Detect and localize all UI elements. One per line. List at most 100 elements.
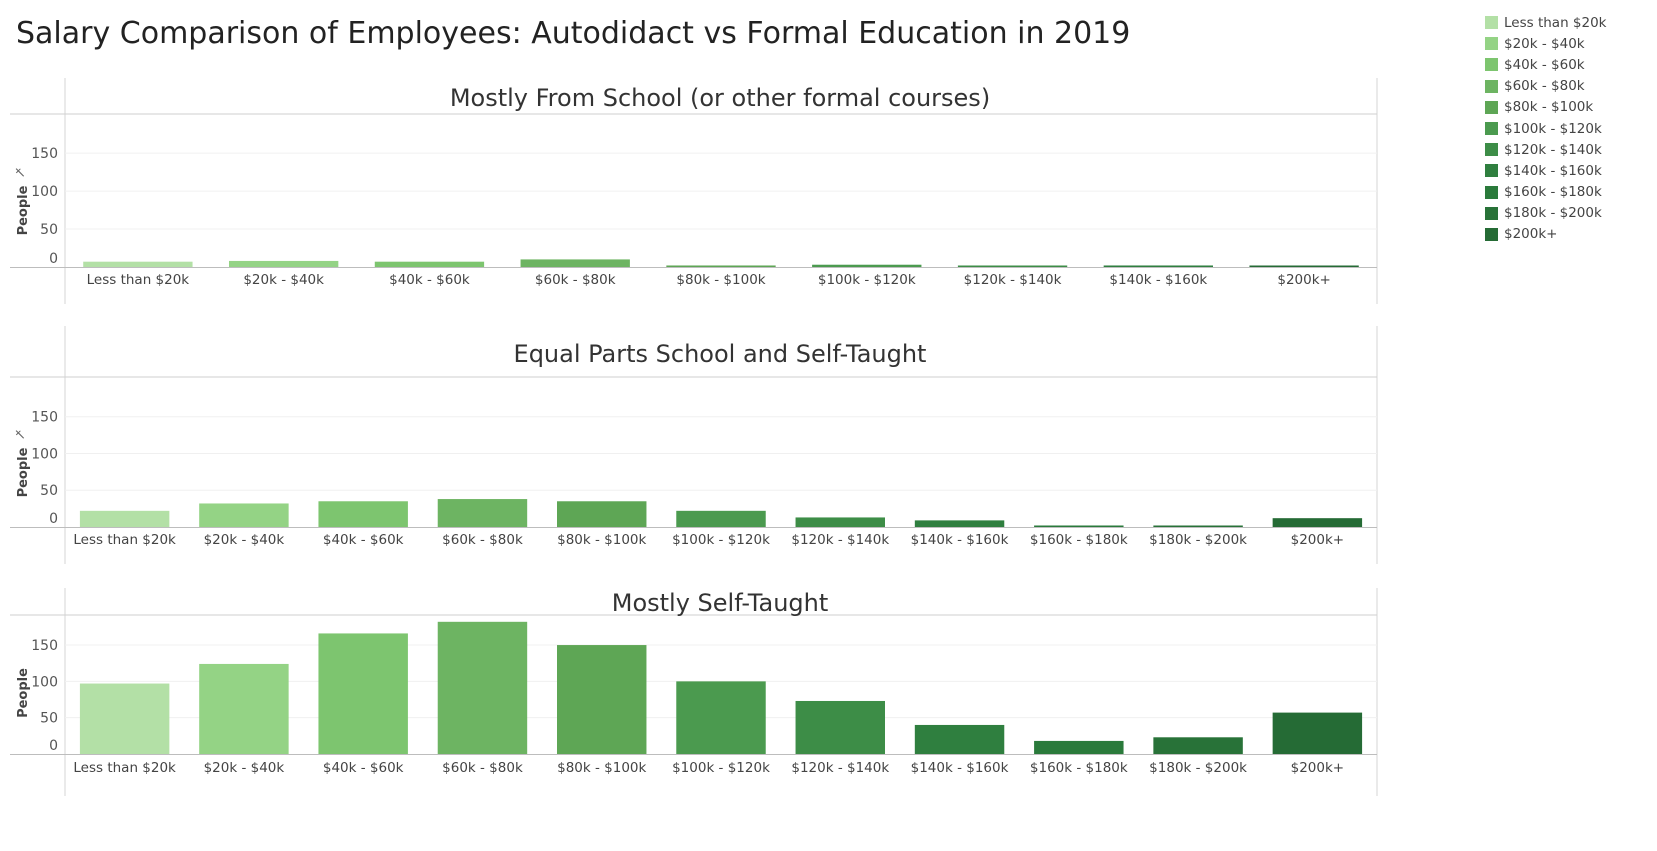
bar[interactable] [79,510,170,527]
legend-swatch [1485,79,1498,93]
y-tick-label: 0 [49,511,58,527]
legend-item[interactable]: $140k - $160k [1485,160,1607,181]
x-tick-label: $120k - $140k [964,272,1062,288]
bar[interactable] [437,499,528,527]
bar[interactable] [812,264,922,267]
legend-swatch [1485,58,1498,72]
legend-label: $40k - $60k [1504,56,1585,73]
x-tick-label: $20k - $40k [243,272,324,288]
pin-icon[interactable]: † [13,427,29,443]
chart-title: Salary Comparison of Employees: Autodida… [16,16,1131,51]
bar[interactable] [437,621,528,754]
legend-swatch [1485,16,1498,30]
legend-label: $160k - $180k [1504,184,1602,201]
legend-swatch [1485,164,1498,178]
x-tick-label: $60k - $80k [442,760,523,776]
panel-mostly-from-school: Mostly From School (or other formal cour… [10,78,1378,304]
bar[interactable] [795,700,885,754]
bar[interactable] [1153,525,1243,528]
bar[interactable] [676,510,766,527]
legend-swatch [1485,37,1498,51]
x-tick-label: $120k - $140k [791,532,889,548]
bar[interactable] [83,261,193,267]
bar[interactable] [229,260,339,267]
y-tick-label: 150 [31,410,58,426]
legend-item[interactable]: $120k - $140k [1485,139,1607,160]
bar[interactable] [520,259,630,267]
x-tick-label: $40k - $60k [389,272,470,288]
legend-label: $120k - $140k [1504,141,1602,158]
panel-title: Mostly From School (or other formal cour… [450,84,990,112]
bar[interactable] [1153,737,1243,754]
x-tick-label: Less than $20k [73,532,176,548]
bar[interactable] [1034,740,1124,754]
legend-item[interactable]: $180k - $200k [1485,203,1607,224]
legend-item[interactable]: Less than $20k [1485,12,1607,33]
legend-item[interactable]: $60k - $80k [1485,76,1607,97]
bar[interactable] [676,681,766,754]
legend-swatch [1485,122,1498,136]
x-tick-label: $20k - $40k [204,760,285,776]
bar[interactable] [914,724,1005,754]
bar[interactable] [557,501,647,527]
legend-swatch [1485,206,1498,220]
legend: Less than $20k $20k - $40k $40k - $60k $60k… [1485,12,1607,245]
legend-item[interactable]: $160k - $180k [1485,182,1607,203]
legend-label: $80k - $100k [1504,99,1594,116]
y-tick-label: 150 [31,146,58,162]
bar[interactable] [914,520,1005,527]
legend-swatch [1485,100,1498,114]
bar[interactable] [79,683,170,754]
legend-item[interactable]: $40k - $60k [1485,54,1607,75]
x-tick-label: $80k - $100k [557,760,646,776]
bar[interactable] [318,501,408,527]
x-tick-label: $40k - $60k [323,760,404,776]
legend-label: $100k - $120k [1504,120,1602,137]
bar[interactable] [1103,265,1213,267]
bar[interactable] [957,265,1068,268]
x-tick-label: $60k - $80k [535,272,616,288]
y-axis-label: People [16,447,31,497]
x-tick-label: $20k - $40k [204,532,285,548]
legend-item[interactable]: $200k+ [1485,224,1607,245]
x-tick-label: $140k - $160k [1109,272,1207,288]
legend-item[interactable]: $100k - $120k [1485,118,1607,139]
y-tick-label: 100 [31,184,58,200]
bar[interactable] [318,633,408,754]
x-tick-label: $140k - $160k [911,760,1009,776]
x-tick-label: $160k - $180k [1030,760,1128,776]
legend-item[interactable]: $20k - $40k [1485,33,1607,54]
bar[interactable] [374,261,485,267]
legend-swatch [1485,185,1498,199]
bar[interactable] [1272,712,1363,754]
y-tick-label: 0 [49,738,58,754]
x-tick-label: $80k - $100k [557,532,646,548]
x-tick-label: $40k - $60k [323,532,404,548]
y-tick-label: 100 [31,446,58,462]
x-tick-label: Less than $20k [73,760,176,776]
bar[interactable] [199,663,289,754]
bar[interactable] [1272,518,1363,527]
pin-icon[interactable]: † [13,165,29,181]
bar[interactable] [557,645,647,754]
legend-label: $140k - $160k [1504,162,1602,179]
panel-title: Mostly Self-Taught [612,589,829,617]
x-tick-label: $100k - $120k [818,272,916,288]
x-tick-label: $200k+ [1291,760,1345,776]
x-tick-label: $100k - $120k [672,532,770,548]
bar[interactable] [199,503,289,527]
legend-item[interactable]: $80k - $100k [1485,97,1607,118]
bar[interactable] [1249,265,1359,268]
bar[interactable] [1034,525,1124,528]
bar[interactable] [666,265,776,267]
y-tick-label: 0 [49,251,58,267]
legend-label: $200k+ [1504,226,1558,243]
y-tick-label: 50 [40,222,58,238]
x-tick-label: $180k - $200k [1149,760,1247,776]
legend-label: $180k - $200k [1504,205,1602,222]
x-tick-label: $200k+ [1291,532,1345,548]
bar[interactable] [795,517,885,527]
y-tick-label: 50 [40,483,58,499]
y-tick-label: 150 [31,638,58,654]
